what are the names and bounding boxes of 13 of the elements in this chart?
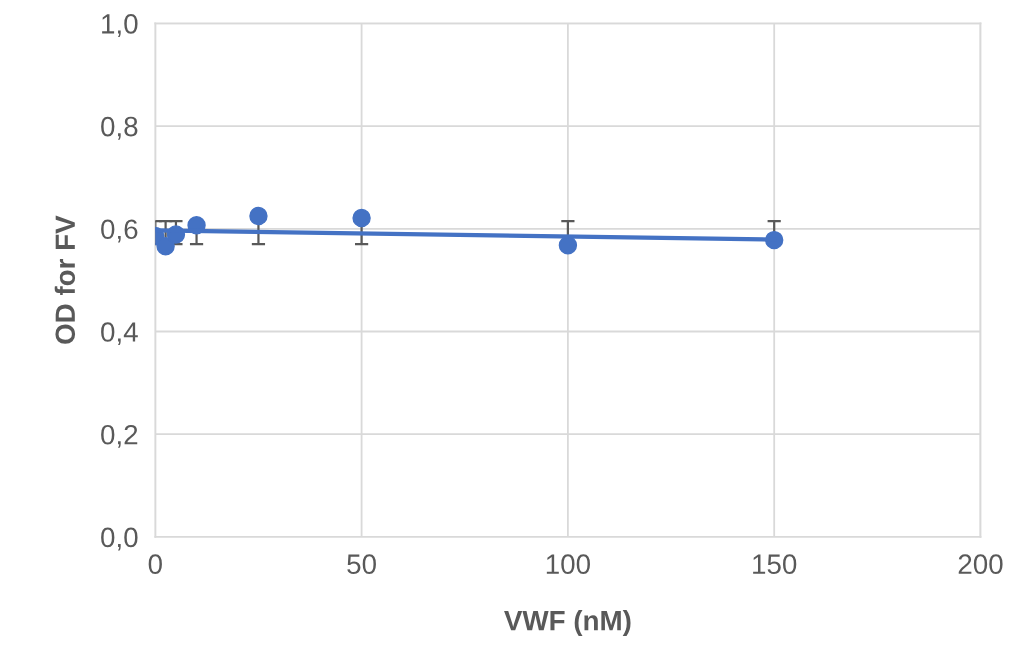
x-axis-title: VWF (nM) [504, 610, 631, 636]
x-tick-label: 200 [958, 554, 1003, 575]
y-tick-label: 1,0 [102, 14, 138, 37]
y-axis-title: OD for FV [54, 215, 76, 344]
x-tick-label: 50 [347, 554, 376, 575]
y-tick-label: 0,2 [101, 424, 138, 448]
x-tick-label: 150 [753, 554, 797, 575]
x-tick-label: 0 [148, 554, 162, 575]
y-tick-label: 0,4 [101, 322, 138, 346]
x-tick-label: 100 [546, 554, 590, 575]
y-tick-label: 0,8 [101, 116, 138, 140]
y-tick-label: 0,0 [101, 527, 138, 551]
y-tick-label: 0,6 [101, 219, 138, 243]
